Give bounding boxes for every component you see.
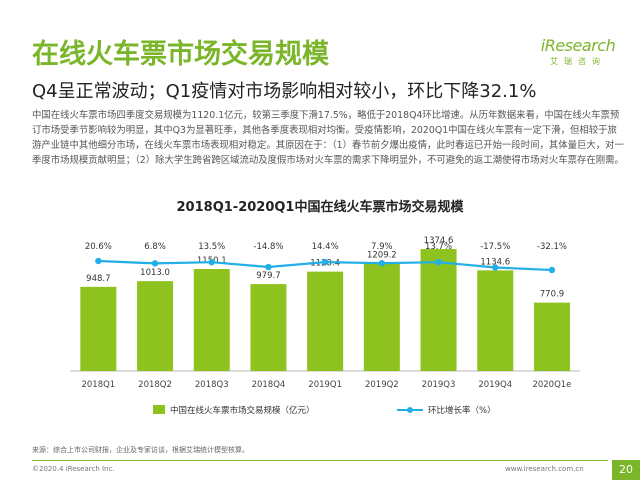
growth-rate-point	[378, 259, 386, 267]
x-tick-label: 2019Q2	[365, 380, 399, 390]
bar-2020Q1e	[533, 302, 570, 371]
x-tick-label: 2019Q3	[422, 380, 456, 390]
page-subtitle: Q4呈正常波动；Q1疫情对市场影响相对较小，环比下降32.1%	[32, 81, 537, 102]
page-number: 20	[612, 460, 640, 480]
bar-value-label: 948.7	[86, 274, 110, 284]
logo-wordmark: iResearch	[540, 36, 616, 55]
x-tick-label: 2019Q1	[308, 380, 342, 390]
bar-value-label: 770.9	[540, 290, 564, 300]
bar-2018Q4	[250, 284, 287, 371]
x-tick-label: 2020Q1e	[532, 380, 571, 390]
bar-value-label: 1209.2	[367, 251, 397, 261]
growth-rate-label: 13.7%	[425, 242, 452, 252]
x-tick-label: 2018Q1	[81, 380, 115, 390]
growth-rate-label: 13.5%	[198, 242, 225, 252]
growth-rate-label: -17.5%	[480, 242, 510, 252]
growth-rate-point	[321, 258, 329, 266]
legend-line-label: 环比增长率（%）	[428, 405, 496, 416]
growth-rate-point	[548, 266, 556, 274]
x-tick-label: 2019Q4	[478, 380, 512, 390]
growth-rate-point	[208, 259, 215, 266]
growth-rate-point	[151, 260, 159, 267]
legend-bar-swatch	[153, 405, 165, 414]
x-tick-label: 2018Q4	[252, 380, 286, 390]
legend-bar-label: 中国在线火车票市场交易规模（亿元）	[170, 405, 315, 416]
chart-title: 2018Q1-2020Q1中国在线火车票市场交易规模	[176, 200, 464, 215]
bar-2019Q3	[420, 249, 457, 371]
bar-value-label: 1374.6	[424, 236, 454, 246]
growth-rate-label: -14.8%	[253, 242, 283, 252]
x-tick-label: 2018Q3	[195, 380, 229, 390]
website-link[interactable]: www.iresearch.com.cn	[505, 465, 584, 473]
legend-line-marker	[407, 407, 413, 413]
copyright-text: ©2020.4 iResearch Inc.	[32, 465, 115, 473]
growth-rate-point	[435, 258, 442, 266]
bar-2018Q3	[193, 268, 230, 371]
bar-2018Q1	[80, 286, 117, 371]
bar-2019Q1	[307, 271, 344, 371]
analysis-paragraph: 中国在线火车票市场四季度交易规模为1120.1亿元，较第三季度下滑17.5%，略…	[32, 110, 624, 166]
growth-rate-point	[492, 264, 499, 271]
page-title: 在线火车票市场交易规模	[32, 39, 329, 70]
growth-rate-label: 14.4%	[312, 242, 339, 252]
growth-rate-point	[265, 263, 272, 271]
bar-2018Q2	[137, 281, 174, 371]
bar-2019Q2	[363, 263, 400, 371]
growth-rate-label: 20.6%	[85, 242, 112, 252]
growth-rate-point	[95, 257, 102, 265]
growth-rate-label: 6.8%	[144, 242, 166, 252]
growth-rate-label: 7.9%	[371, 242, 393, 252]
bar-value-label: 979.7	[256, 271, 280, 281]
logo-chinese-name: 艾瑞咨询	[550, 57, 606, 66]
footer-divider	[32, 460, 608, 461]
x-tick-label: 2018Q2	[138, 380, 172, 390]
bar-value-label: 1134.6	[480, 257, 510, 267]
bar-value-label: 1013.0	[140, 268, 170, 278]
growth-rate-label: -32.1%	[537, 242, 567, 252]
bar-2019Q4	[477, 270, 514, 371]
iresearch-logo: iResearch 艾瑞咨询	[528, 36, 628, 67]
source-note: 来源：综合上市公司财报，企业及专家访谈，根据艾瑞统计模型核算。	[32, 446, 249, 454]
